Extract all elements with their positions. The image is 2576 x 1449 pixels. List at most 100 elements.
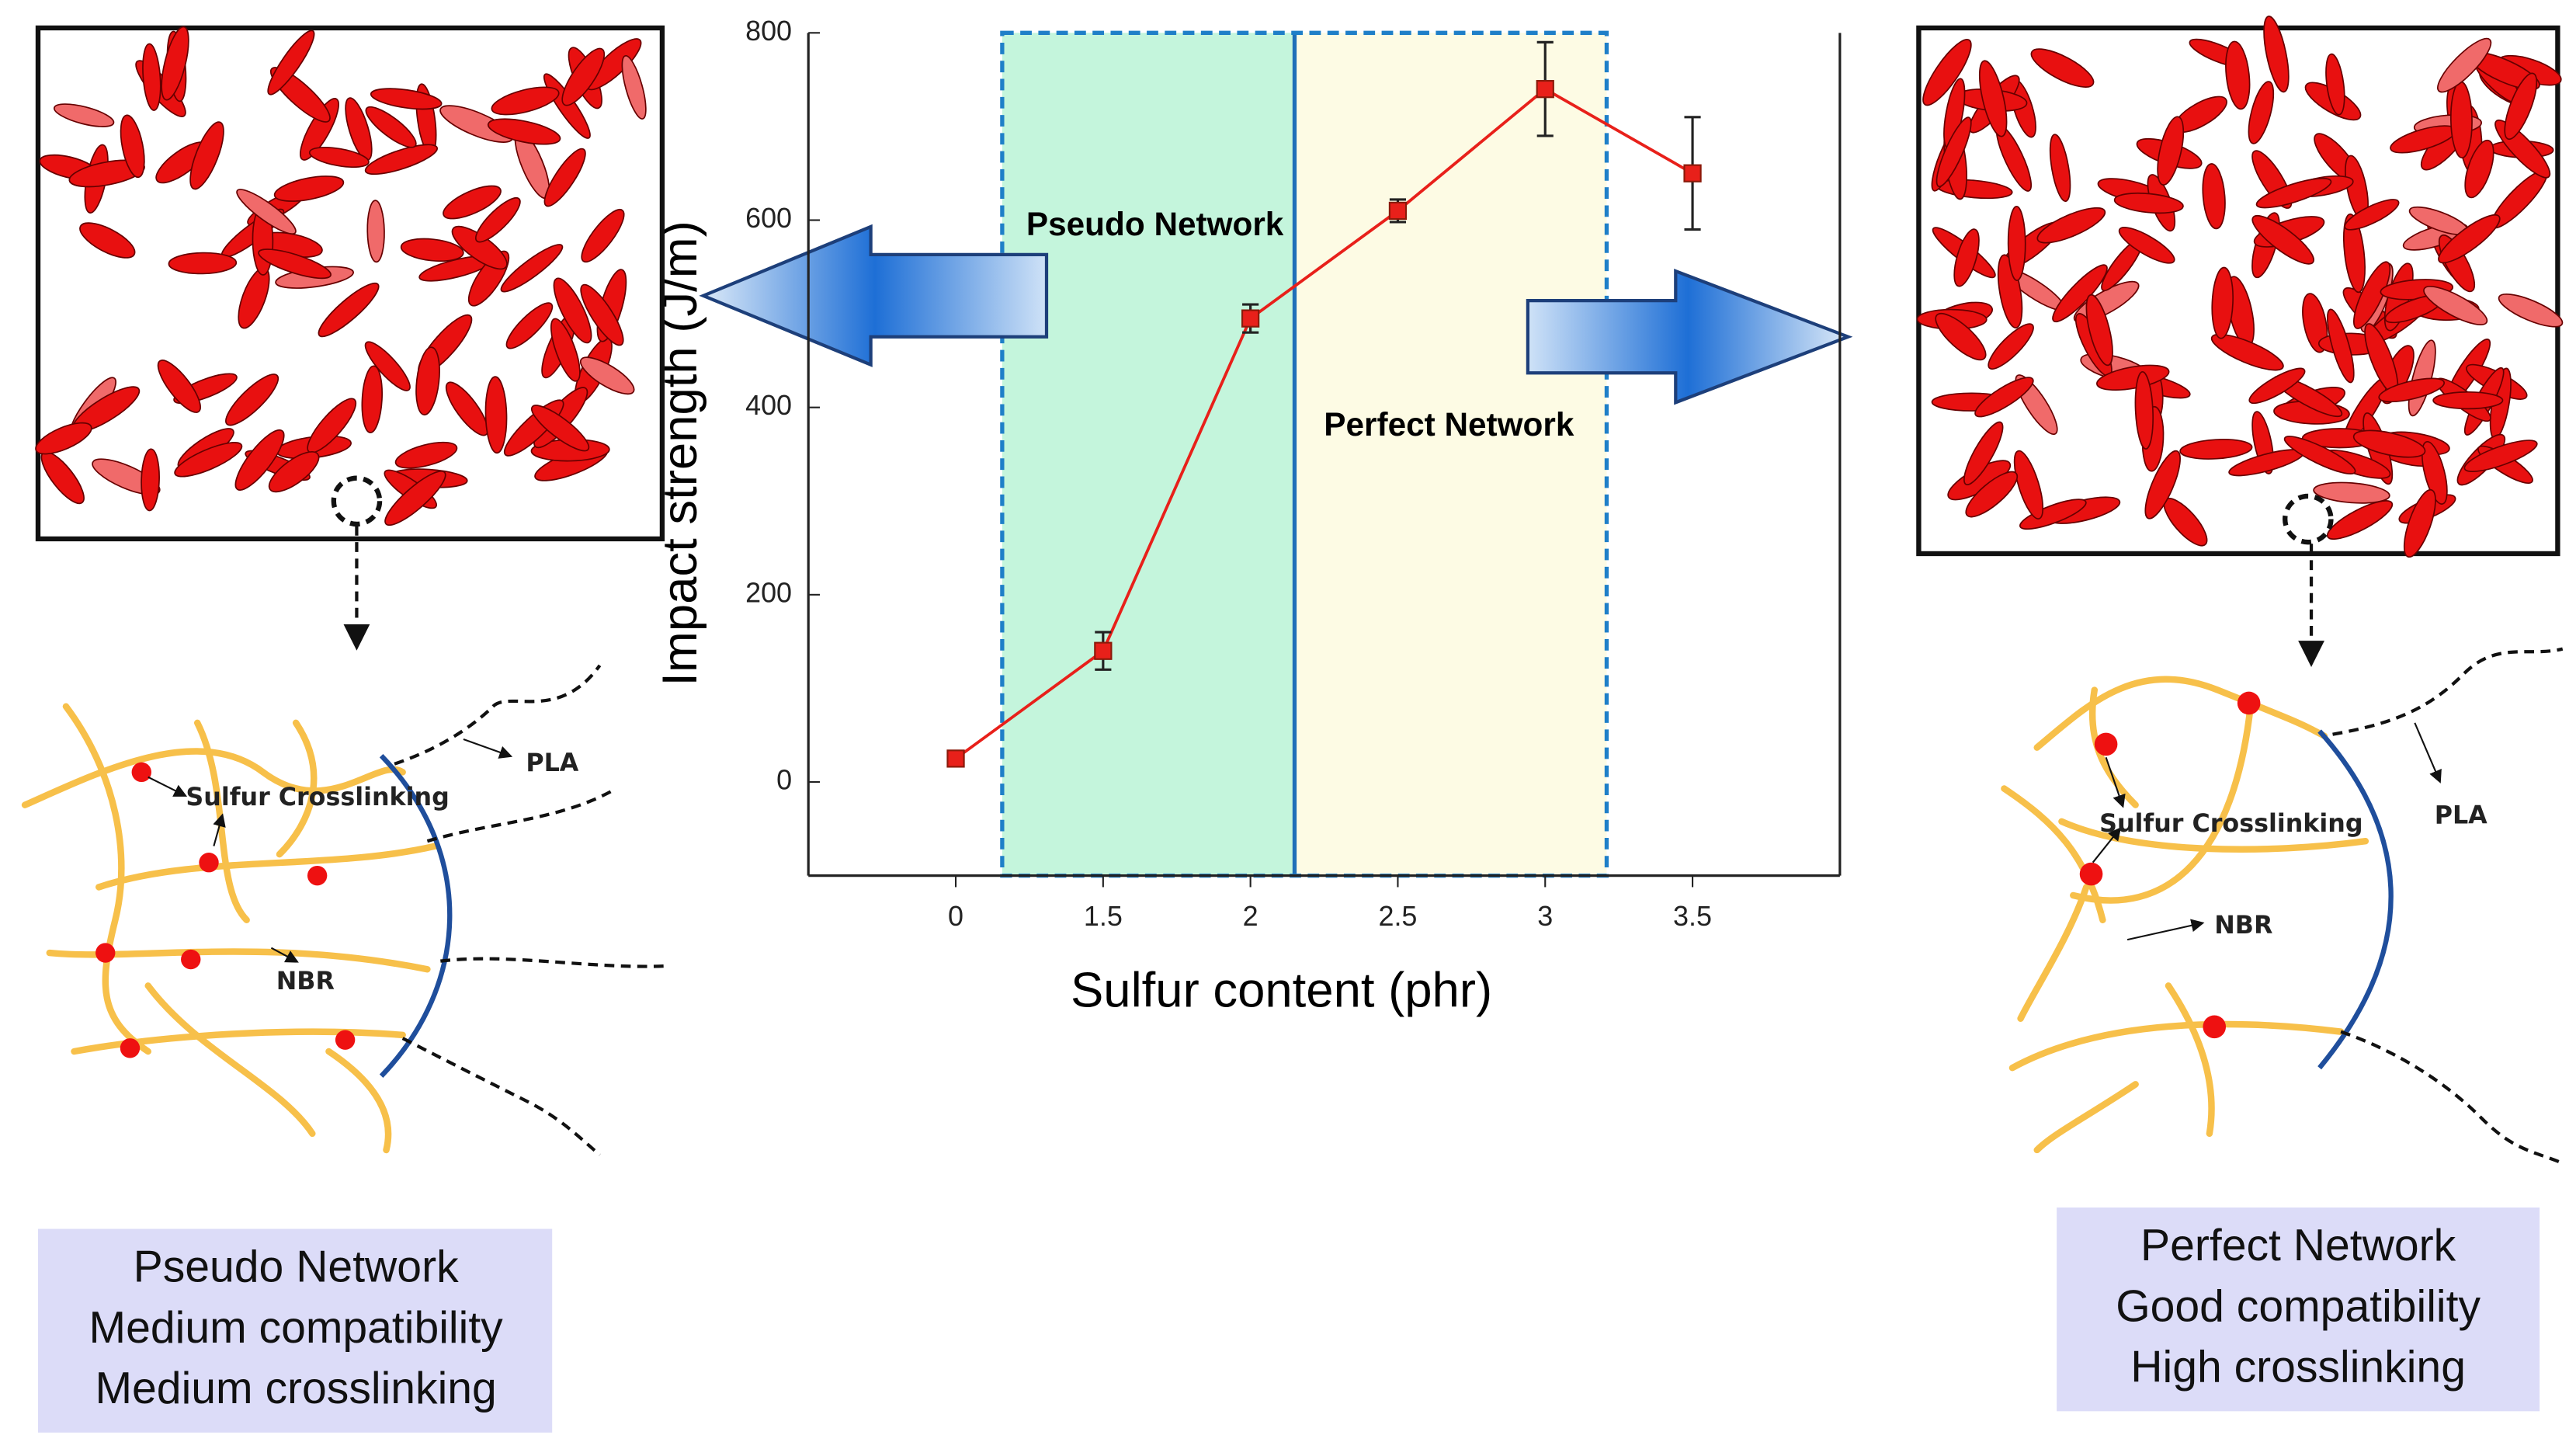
particle [2225,40,2251,110]
particle [2326,500,2394,540]
particle [1988,323,2034,370]
particle [561,47,606,106]
summary-line: Medium compatibility [89,1303,504,1353]
particle [157,360,201,413]
data-point [946,749,965,768]
particle [2049,134,2071,203]
particle [1935,116,1972,188]
particle [2423,286,2488,325]
particle [141,448,160,512]
particle [234,429,285,491]
particle [2211,266,2234,339]
y-tick-label: 600 [745,202,792,234]
particle [2302,293,2328,353]
data-point [1241,309,1260,328]
particle [2096,364,2170,391]
data-point [1094,641,1113,660]
particle [384,470,446,526]
particle [2202,163,2226,230]
left-arrow [699,224,1049,367]
particle [581,209,625,263]
annotation: Perfect Network [1324,406,1574,443]
x-tick-label: 2 [1243,900,1258,932]
particle [1963,421,2004,485]
schematic-label: Sulfur Crosslinking [2099,810,2362,838]
particle [273,175,345,202]
particle [370,88,443,110]
particle [2421,441,2448,505]
particle [2144,450,2181,519]
schematic-label: PLA [2435,801,2487,829]
particle [443,185,502,220]
particle [2007,205,2026,281]
particle [500,244,564,293]
particle [445,381,489,436]
right-arrow [1526,269,1853,405]
y-tick-label: 200 [745,576,792,608]
particle [543,148,586,207]
particle [174,442,243,478]
particle [2013,450,2044,519]
particle [2437,37,2492,93]
particle [2504,72,2538,141]
particle [318,282,380,338]
particle [2344,199,2400,231]
particle [2036,207,2106,244]
particle [366,200,385,263]
particle [2019,499,2087,530]
particle [308,146,370,169]
particle [267,30,315,96]
particle [1935,312,1987,361]
x-tick-label: 1.5 [1084,900,1123,932]
y-tick-label: 400 [745,389,792,421]
particle [120,114,145,179]
particle [2255,177,2332,209]
schematic-label: NBR [2214,912,2272,940]
particle [621,54,647,120]
particle [484,376,508,454]
particle [2251,214,2314,265]
particle [2248,367,2306,405]
y-tick-label: 0 [776,764,792,796]
particle [35,422,92,455]
particle [415,346,440,415]
particle [579,356,635,395]
particle [2432,391,2504,410]
particle [2157,116,2185,186]
x-tick-label: 2.5 [1378,900,1417,932]
particle [2464,139,2494,199]
perfect-region [1294,33,1607,876]
particle [2498,294,2564,328]
particle [2134,370,2154,450]
particles [35,26,647,526]
summary-line: Pseudo Network [134,1242,459,1291]
perfect-schematic [2001,647,2564,1165]
particle [2283,436,2356,474]
particle [580,283,624,346]
summary-line: Good compatibility [2116,1281,2481,1331]
particle [1974,377,2034,418]
particle [1965,471,2019,518]
particle [394,441,458,469]
particle [2352,429,2426,458]
pseudo-schematic [21,664,666,1156]
summary-line: Perfect Network [2140,1221,2456,1270]
particle [79,222,136,259]
particle [505,302,554,349]
particle [268,451,320,493]
particle [2438,214,2501,264]
x-tick-label: 3 [1537,900,1553,932]
zoom-circle [331,475,383,527]
particle [361,365,384,433]
data-line [954,87,1693,760]
particle [168,252,238,275]
particle [530,405,590,452]
particle [550,318,581,382]
data-point [1683,164,1702,182]
plot-area: 0 200 400 600 800 0 1.5 2 2.5 3 3.5 [745,15,1712,932]
summary-line: Medium crosslinking [95,1364,496,1413]
particle [2353,261,2391,329]
particle [2325,53,2345,116]
